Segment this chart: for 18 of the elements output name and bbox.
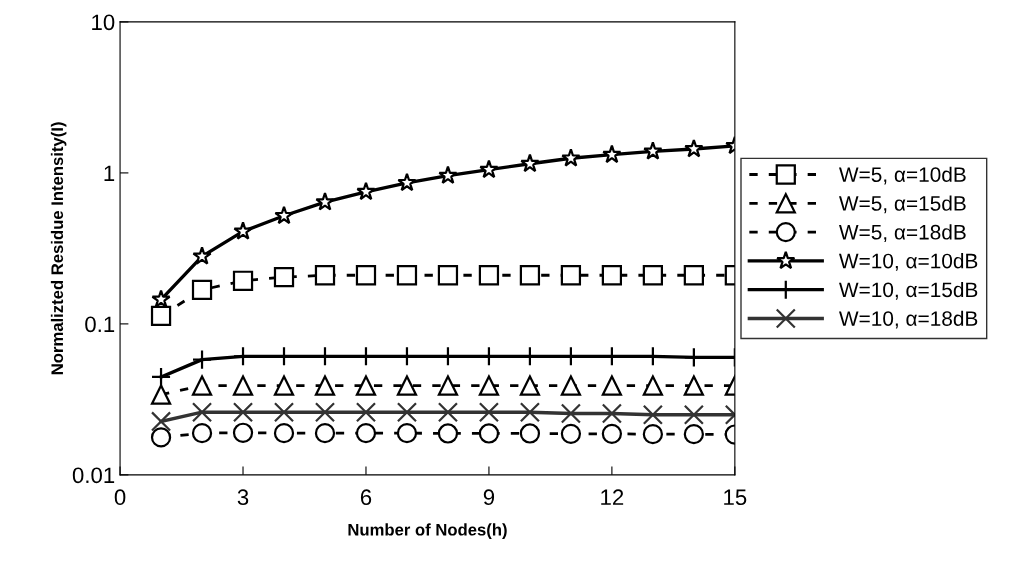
- x-tick-label: 12: [601, 489, 624, 505]
- y-axis-title: Normalizted Residue Intensity(I): [50, 122, 67, 375]
- legend-label: W=10, α=18dB: [839, 310, 978, 329]
- legend-label: W=10, α=15dB: [839, 281, 978, 300]
- y-tick-label: 10: [92, 14, 115, 31]
- x-tick-label: 9: [483, 489, 495, 506]
- legend-label: W=5, α=15dB: [839, 195, 966, 214]
- x-tick-label: 0: [114, 489, 126, 506]
- x-axis-title: Number of Nodes(h): [348, 523, 507, 539]
- x-tick-label: 3: [237, 489, 249, 506]
- y-tick-label: 0.01: [72, 467, 115, 484]
- legend-label: W=10, α=10dB: [839, 253, 978, 271]
- y-tick-label: 0.1: [85, 316, 115, 333]
- x-tick-label: 15: [724, 489, 747, 506]
- legend-label: W=5, α=18dB: [839, 224, 966, 243]
- x-tick-label: 6: [360, 489, 372, 506]
- legend-label: W=5, α=10dB: [839, 166, 966, 185]
- y-tick-label: 1: [104, 165, 115, 181]
